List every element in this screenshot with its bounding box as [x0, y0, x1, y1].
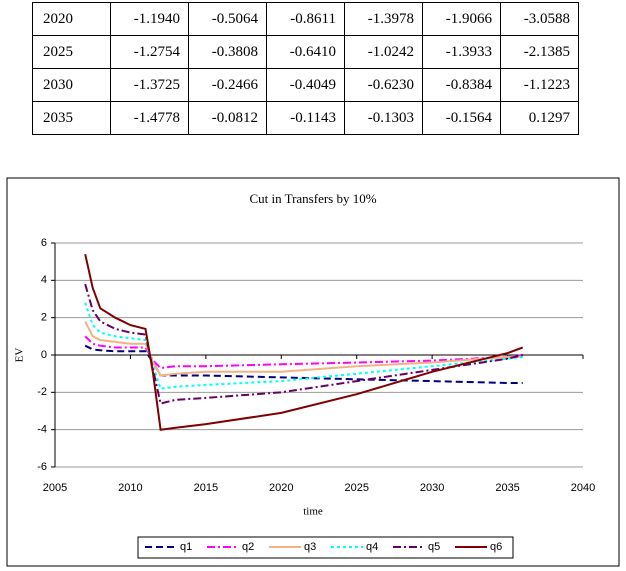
- table-cell: -1.3725: [110, 68, 189, 102]
- series-line: [84, 320, 523, 377]
- table-cell: -3.0588: [500, 2, 579, 36]
- table-row: 2020 -1.1940 -0.5064 -0.8611 -1.3978 -1.9066-…: [32, 2, 579, 36]
- legend-label: q5: [428, 541, 440, 553]
- x-tick-label: 2010: [118, 482, 142, 494]
- series-line: [84, 253, 524, 431]
- table-cell: 2025: [32, 35, 111, 69]
- x-tick-label: 2020: [269, 482, 293, 494]
- y-tick-label: -2: [37, 386, 47, 398]
- series-line: [84, 335, 523, 370]
- table-cell: -0.1143: [266, 101, 345, 135]
- table-cell: -1.1223: [500, 68, 579, 102]
- table-cell: -1.2754: [110, 35, 189, 69]
- legend-label: q4: [366, 541, 378, 553]
- legend-label: q1: [180, 541, 192, 553]
- x-tick-label: 2015: [194, 482, 218, 494]
- table-cell: -0.1564: [422, 101, 501, 135]
- table-cell: -1.1940: [110, 2, 189, 36]
- table-cell: -0.3808: [188, 35, 267, 69]
- y-tick-label: 6: [41, 237, 47, 249]
- y-tick-label: -4: [37, 424, 47, 436]
- legend-box: [137, 536, 514, 559]
- table-cell: -2.1385: [500, 35, 579, 69]
- series-line: [84, 283, 523, 405]
- x-axis-label: time: [303, 506, 323, 518]
- y-tick-label: 2: [41, 312, 47, 324]
- table-cell: -0.8384: [422, 68, 501, 102]
- table-cell: 2020: [32, 2, 111, 36]
- data-table: 2020 -1.1940 -0.5064 -0.8611 -1.3978 -1.9066-…: [32, 2, 579, 135]
- table-cell: -1.0242: [344, 35, 423, 69]
- x-tick-label: 2030: [420, 482, 444, 494]
- x-tick-label: 2025: [344, 482, 368, 494]
- x-tick-label: 2040: [571, 482, 595, 494]
- y-tick-label: 4: [41, 274, 47, 286]
- legend-label: q3: [304, 541, 316, 553]
- legend-label: q2: [242, 541, 254, 553]
- x-tick-label: 2035: [495, 482, 519, 494]
- table-row: 2025 -1.2754 -0.3808 -0.6410 -1.0242 -1.3933-…: [32, 35, 579, 69]
- series-line: [84, 302, 523, 390]
- table-row: 2035 -1.4778 -0.0812 -0.1143 -0.1303 -0.1564 0…: [32, 101, 579, 135]
- table-cell: -0.1303: [344, 101, 423, 135]
- y-axis-label: EV: [14, 348, 26, 363]
- table-cell: -0.6410: [266, 35, 345, 69]
- table-cell: 2035: [32, 101, 111, 135]
- y-tick-label: -6: [37, 461, 47, 473]
- x-tick-label: 2005: [43, 482, 67, 494]
- legend-label: q6: [490, 541, 502, 553]
- y-tick-label: 0: [41, 349, 47, 361]
- table-cell: -0.2466: [188, 68, 267, 102]
- table-row: 2030 -1.3725 -0.2466 -0.4049 -0.6230 -0.8384-…: [32, 68, 579, 102]
- table-cell: -0.8611: [266, 2, 345, 36]
- table-cell: 0.1297: [500, 101, 579, 135]
- table-cell: 2030: [32, 68, 111, 102]
- chart-title: Cut in Transfers by 10%: [249, 191, 376, 206]
